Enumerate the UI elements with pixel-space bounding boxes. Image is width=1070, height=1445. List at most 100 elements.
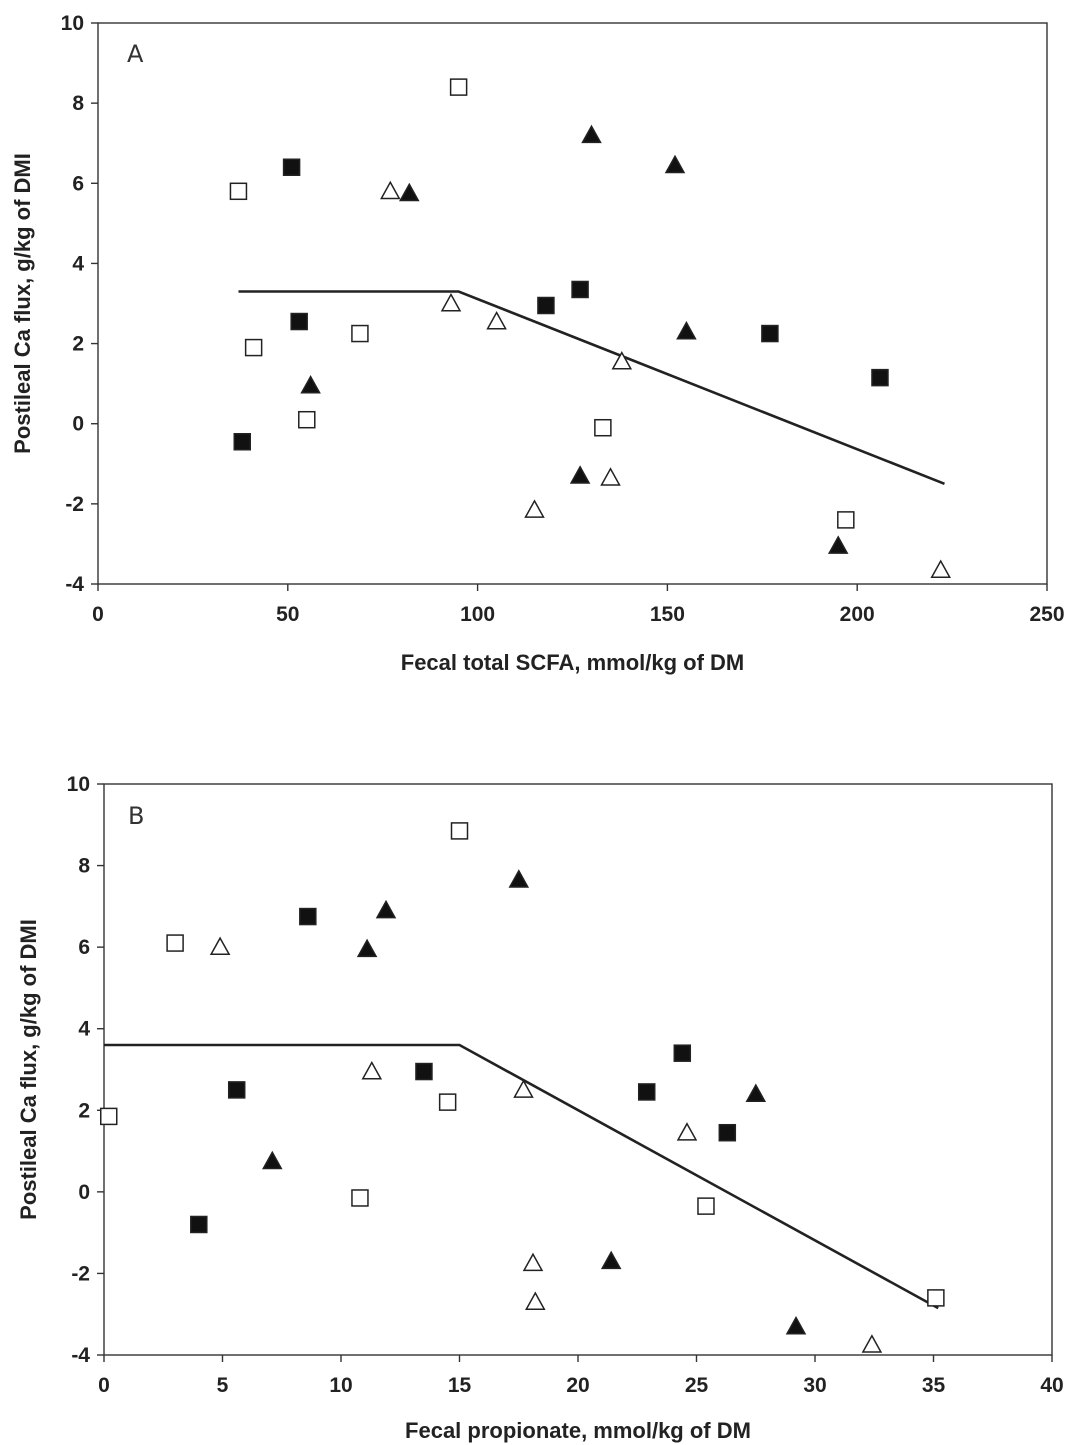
panel-b-point-filled-square (718, 1123, 737, 1142)
panel-b-x-axis-label: Fecal propionate, mmol/kg of DM (405, 1418, 751, 1443)
panel-b-fit-line (104, 1043, 939, 1310)
panel-b-point-filled-triangle (262, 1150, 283, 1170)
panel-a-point-open-triangle (600, 467, 621, 486)
panel-b-y-tick-label: 4 (78, 1018, 90, 1041)
panel-a-point-filled-triangle (300, 375, 321, 394)
panel-a-point-open-square (351, 324, 369, 343)
panel-a-y-tick-label: 6 (72, 172, 84, 195)
panel-a-point-filled-square (290, 312, 308, 331)
panel-b-point-open-square (450, 822, 469, 840)
panel-b-point-filled-square (190, 1215, 208, 1234)
panel-a-x-tick-label: 200 (840, 603, 875, 626)
panel-b-x-tick-label: 5 (217, 1374, 229, 1397)
panel-b-point-filled-square (673, 1044, 692, 1062)
panel-b-point-open-square (697, 1197, 715, 1215)
panel-a-point-filled-square (282, 158, 301, 177)
panel-b-y-tick-label: -4 (71, 1344, 90, 1367)
panel-b-y-tick-label: 0 (78, 1181, 90, 1204)
panel-a-point-open-square (298, 410, 316, 429)
panel-a-point-open-square (837, 511, 855, 529)
panel-b-y-axis-label: Postileal Ca flux, g/kg of DMI (16, 919, 41, 1220)
panel-a-x-tick-label: 250 (1029, 603, 1064, 626)
panel-b-x-tick-label: 25 (685, 1374, 709, 1397)
panel-a-point-filled-square (537, 296, 555, 315)
panel-b-point-open-triangle (525, 1291, 546, 1310)
panel-a-point-filled-triangle (581, 124, 602, 144)
panel-a-point-filled-square (871, 368, 889, 387)
panel-b-x-tick-label: 10 (329, 1374, 352, 1397)
panel-b-point-open-triangle (861, 1334, 883, 1353)
panel-b-point-open-square (351, 1189, 369, 1207)
panel-a-point-open-triangle (486, 310, 507, 330)
panel-b-point-filled-triangle (356, 938, 378, 958)
panel-a-y-axis-label: Postileal Ca flux, g/kg of DMI (10, 153, 35, 454)
panel-a-point-filled-square (233, 432, 251, 451)
panel-b-point-filled-square (227, 1081, 246, 1099)
panel-b-point-filled-square (415, 1062, 433, 1081)
panel-a-y-tick-label: 0 (72, 413, 84, 436)
panel-b-point-filled-square (299, 907, 317, 926)
panel-b-x-tick-label: 20 (566, 1374, 589, 1397)
panel-b-y-tick-label: 8 (78, 855, 90, 878)
panel-b-point-open-triangle (676, 1122, 698, 1141)
panel-a-point-open-square (449, 78, 468, 96)
panel-b-y-tick-label: 6 (78, 936, 90, 959)
panel-b-y-tick-label: 2 (78, 1099, 90, 1122)
panel-b-point-open-square (927, 1289, 945, 1307)
panel-b-point-open-triangle (209, 936, 231, 956)
panel-b-x-tick-label: 40 (1040, 1374, 1063, 1397)
panel-b-x-tick-label: 30 (803, 1374, 826, 1397)
panel-a-letter: A (127, 40, 144, 68)
panel-a-point-filled-triangle (664, 154, 686, 174)
panel-a-x-tick-label: 0 (92, 603, 104, 626)
panel-a-plot-frame (97, 22, 1048, 585)
panel-b-point-open-triangle (361, 1060, 383, 1080)
panel-a: A Fecal total SCFA, mmol/kg of DM Postil… (10, 12, 1065, 675)
panel-a-point-filled-triangle (569, 465, 591, 484)
panel-b-point-filled-square (637, 1083, 656, 1101)
panel-b-point-filled-triangle (600, 1250, 622, 1270)
panel-a-y-tick-label: 10 (61, 12, 84, 35)
panel-b-point-open-square (438, 1093, 457, 1111)
panel-a-point-open-triangle (440, 292, 462, 312)
panel-a-y-tick-label: 8 (72, 92, 84, 115)
panel-b-point-open-triangle (522, 1252, 544, 1272)
panel-a-point-open-square (244, 338, 263, 357)
panel-a-point-filled-triangle (827, 535, 849, 554)
panel-a-point-open-square (594, 418, 612, 437)
panel-a-point-open-square (229, 182, 248, 201)
panel-a-x-tick-label: 100 (460, 603, 495, 626)
panel-a-point-filled-square (761, 324, 779, 343)
panel-b-point-open-square (99, 1107, 118, 1126)
panel-b-point-open-triangle (513, 1079, 534, 1098)
panel-a-y-tick-label: -4 (65, 573, 84, 596)
panel-a-y-tick-label: -2 (65, 493, 84, 516)
panel-b-point-filled-triangle (375, 899, 397, 919)
panel-b-y-tick-label: -2 (71, 1262, 90, 1285)
panel-b-x-tick-label: 0 (98, 1374, 110, 1397)
panel-a-point-filled-triangle (676, 320, 697, 340)
panel-a-point-open-triangle (930, 559, 951, 578)
panel-a-point-open-triangle (611, 351, 633, 370)
panel-b-plot-frame (103, 783, 1053, 1356)
panel-a-point-open-triangle (524, 499, 545, 518)
panel-b-point-filled-triangle (508, 869, 530, 888)
panel-a-x-tick-label: 150 (650, 603, 685, 626)
panel-a-point-filled-square (571, 280, 589, 299)
panel-b: B Fecal propionate, mmol/kg of DM Postil… (16, 773, 1064, 1443)
panel-a-point-filled-triangle (399, 182, 420, 202)
panel-b-point-filled-triangle (745, 1083, 767, 1102)
panel-a-x-tick-label: 50 (276, 603, 299, 626)
panel-b-y-tick-label: 10 (67, 773, 90, 796)
panel-b-point-open-square (166, 934, 184, 952)
panel-a-fit-line (238, 290, 945, 486)
panel-a-y-tick-label: 4 (72, 252, 84, 275)
panel-b-x-tick-label: 35 (922, 1374, 946, 1397)
panel-b-x-tick-label: 15 (448, 1374, 472, 1397)
panel-a-point-open-triangle (380, 180, 401, 200)
panel-b-point-filled-triangle (785, 1315, 807, 1335)
panel-a-y-tick-label: 2 (72, 333, 84, 356)
panel-a-x-axis-label: Fecal total SCFA, mmol/kg of DM (401, 650, 744, 675)
panel-b-letter: B (128, 802, 144, 830)
